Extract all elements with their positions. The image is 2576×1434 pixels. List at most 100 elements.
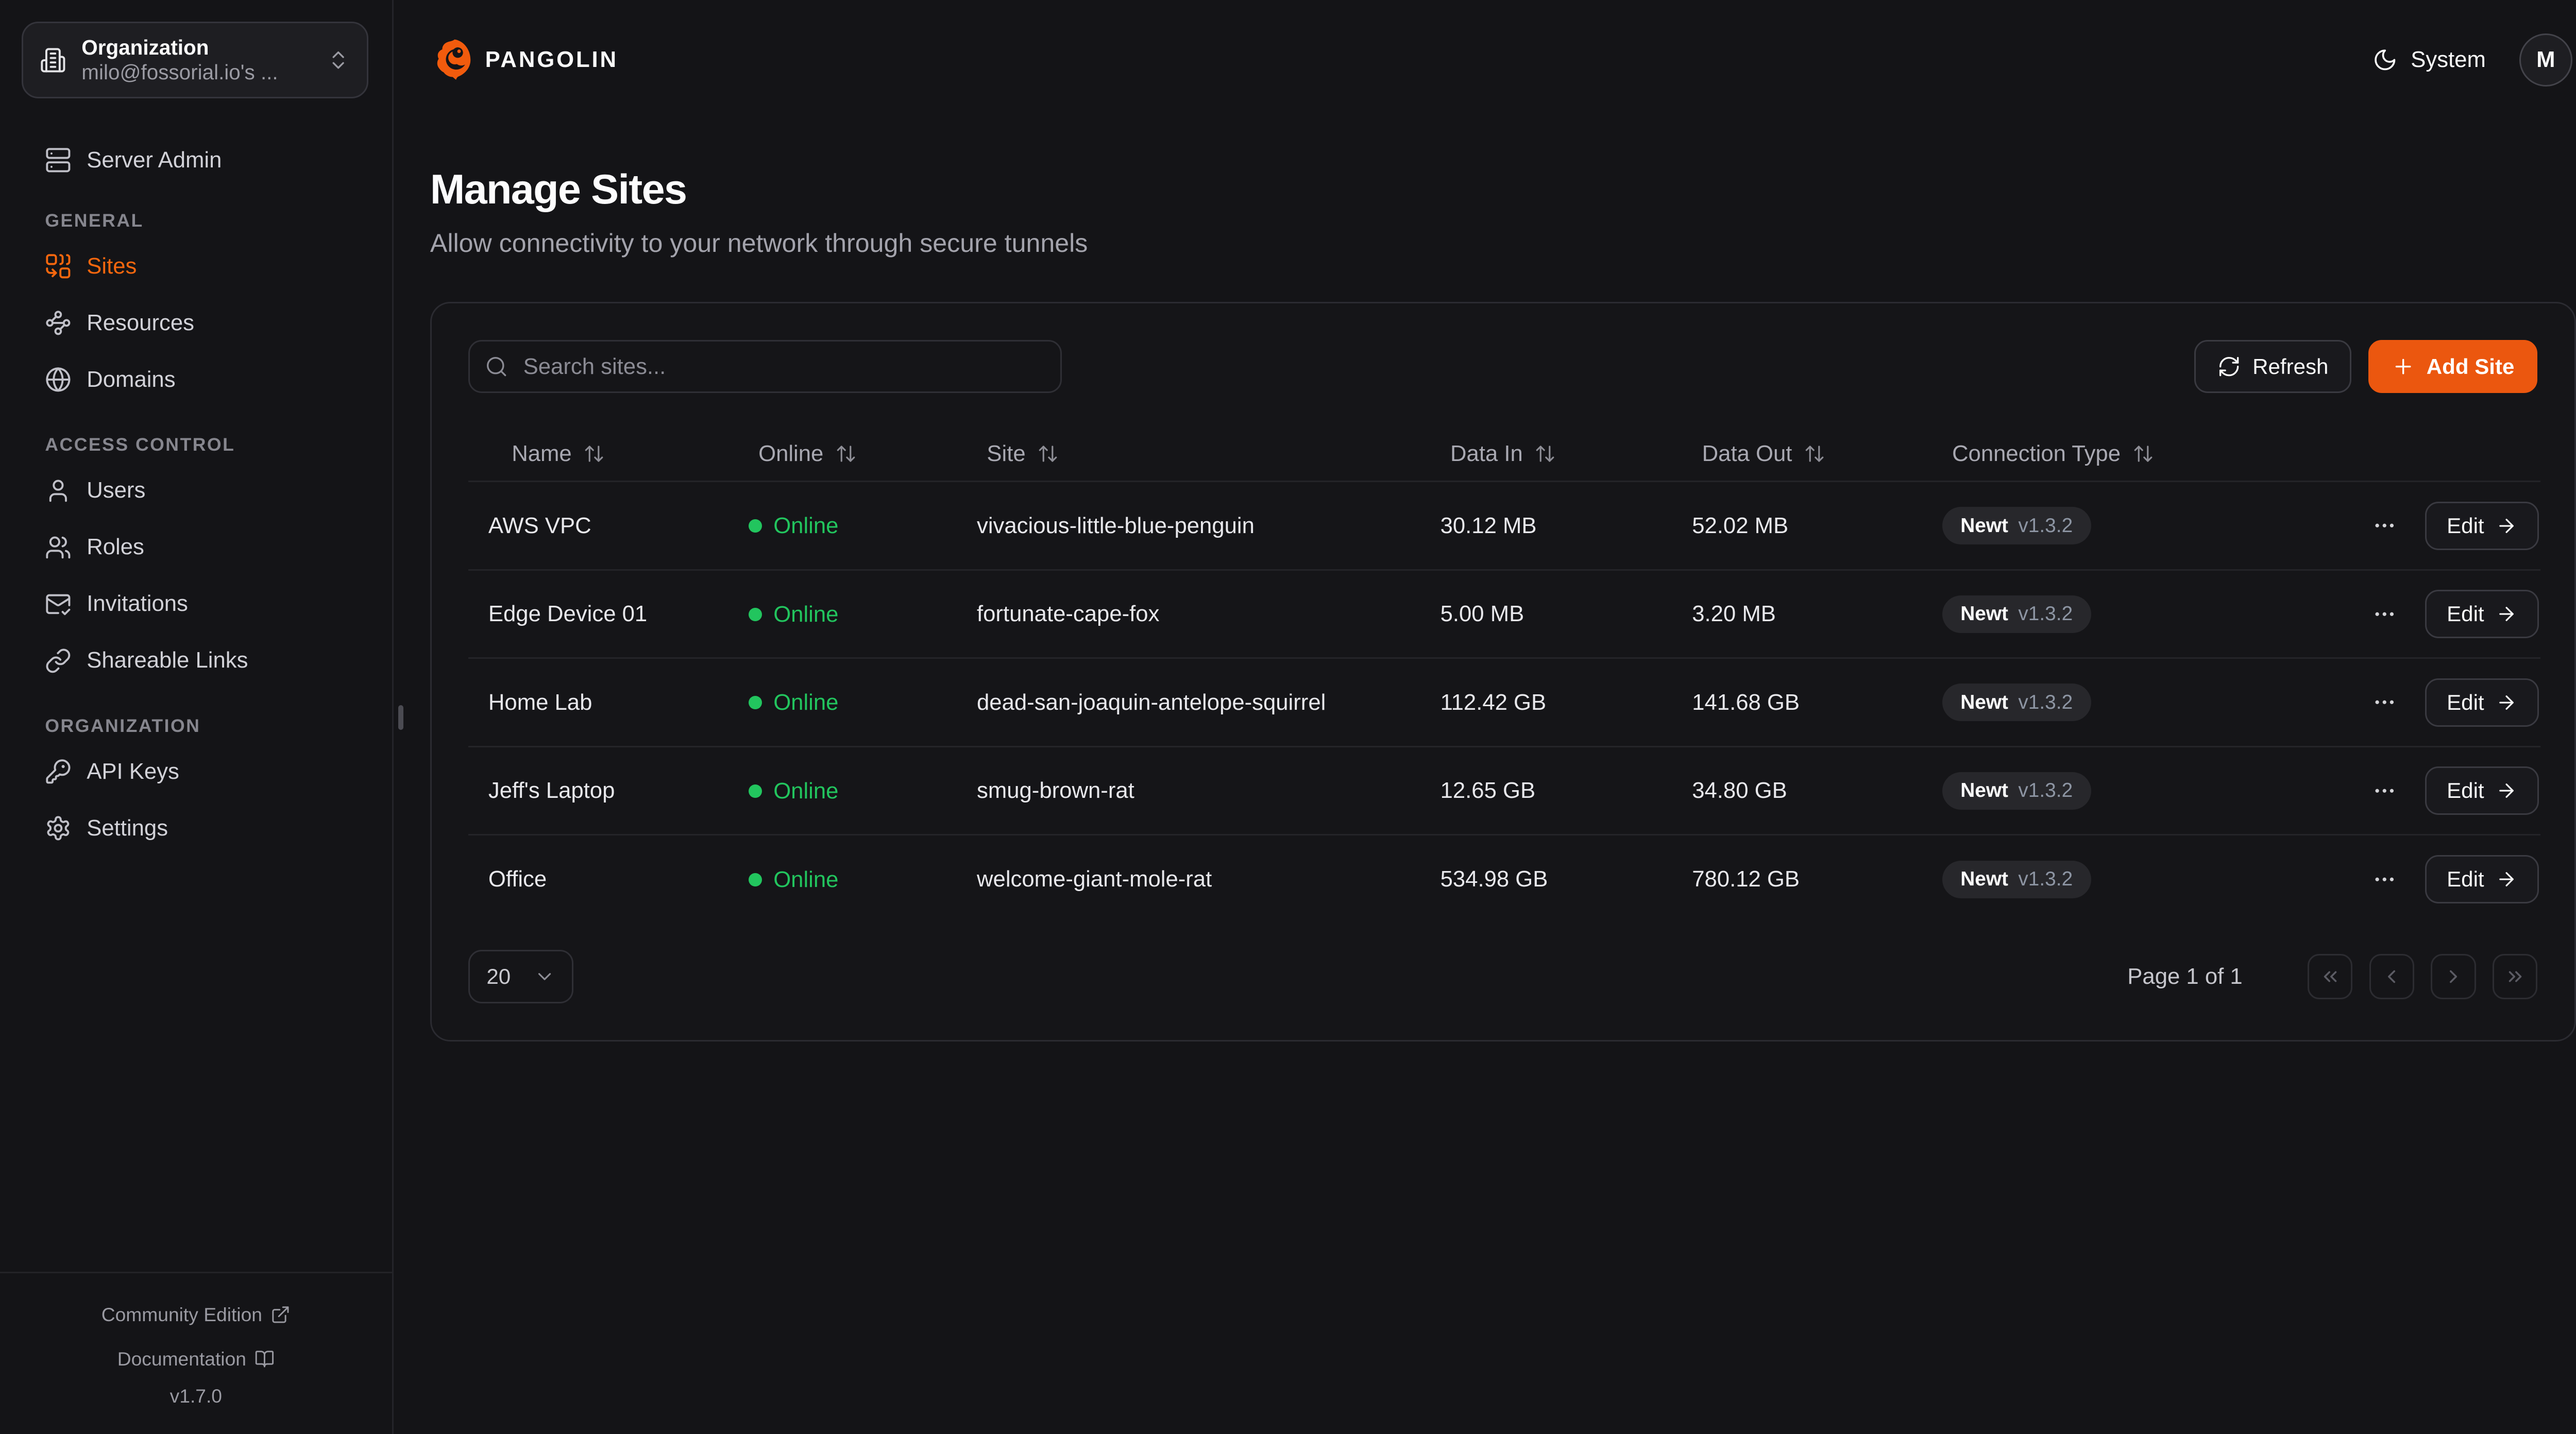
key-icon [45,758,72,785]
brand-name: PANGOLIN [485,47,618,73]
chevrons-left-icon [2319,966,2341,987]
section-label-organization: ORGANIZATION [45,715,201,737]
chevrons-up-down-icon [327,48,350,72]
connection-type-badge: Newt v1.3.2 [1942,684,2091,722]
ellipsis-icon [2372,690,2397,715]
topbar: PANGOLIN System M [394,0,2576,120]
search-icon [485,355,508,378]
data-out-cell: 3.20 MB [1672,570,1922,659]
row-menu-button[interactable] [2368,510,2400,541]
column-header-data-out[interactable]: Data Out [1672,426,1922,483]
site-name-cell: AWS VPC [468,481,728,571]
card-toolbar: Refresh Add Site [432,303,2574,426]
refresh-button[interactable]: Refresh [2194,339,2352,394]
arrow-right-icon [2496,603,2517,625]
online-dot [748,607,762,621]
column-header-online[interactable]: Online [728,426,957,483]
connection-type-badge: Newt v1.3.2 [1942,860,2091,898]
ellipsis-icon [2372,602,2397,627]
data-out-cell: 780.12 GB [1692,866,1800,892]
data-in-cell: 5.00 MB [1420,570,1672,659]
sidebar-item-roles[interactable]: Roles [22,522,370,572]
table-header-row: Name Online Site Data In Data Out Connec… [468,426,2541,483]
sidebar-item-label: Domains [87,366,176,392]
book-open-icon [255,1349,275,1369]
row-menu-button[interactable] [2368,687,2400,718]
status-badge: Online [748,867,838,893]
connection-type-badge: Newt v1.3.2 [1942,772,2091,810]
row-menu-button[interactable] [2368,864,2400,895]
ellipsis-icon [2372,778,2397,804]
site-name-cell: Jeff's Laptop [468,746,728,836]
sidebar-item-domains[interactable]: Domains [22,354,370,404]
theme-toggle-button[interactable]: System [2372,47,2486,73]
sidebar-nav: Server Admin GENERAL Sites Resources Dom… [0,98,392,853]
documentation-link[interactable]: Documentation [117,1348,275,1370]
row-menu-button[interactable] [2368,775,2400,806]
section-label-access-control: ACCESS CONTROL [45,434,235,455]
site-slug-cell: fortunate-cape-fox [957,570,1420,659]
edit-button[interactable]: Edit [2425,855,2539,904]
org-switcher-label: Organization [81,35,209,59]
globe-icon [45,366,72,393]
edit-button[interactable]: Edit [2425,766,2539,815]
edit-button[interactable]: Edit [2425,590,2539,639]
org-switcher[interactable]: Organization milo@fossorial.io's ... [22,22,369,98]
previous-page-button[interactable] [2369,954,2414,999]
site-slug-cell: welcome-giant-mole-rat [977,866,1212,892]
page-size-select[interactable]: 20 [468,950,573,1003]
column-header-site[interactable]: Site [957,426,1420,483]
sidebar-resize-handle[interactable] [398,705,404,730]
ellipsis-icon [2372,867,2397,892]
sidebar-item-server-admin[interactable]: Server Admin [22,140,370,180]
online-dot [748,696,762,710]
search-input[interactable] [468,339,1062,394]
edit-button[interactable]: Edit [2425,678,2539,727]
brand[interactable]: PANGOLIN [430,38,618,82]
row-menu-button[interactable] [2368,598,2400,629]
data-in-cell: 30.12 MB [1420,481,1672,571]
waypoints-icon [45,310,72,336]
add-site-button[interactable]: Add Site [2368,339,2538,394]
last-page-button[interactable] [2493,954,2538,999]
sidebar-item-label: API Keys [87,759,179,784]
section-label-general: GENERAL [45,210,144,231]
sidebar-item-label: Server Admin [87,147,222,173]
connection-type-badge: Newt v1.3.2 [1942,595,2091,633]
org-switcher-value: milo@fossorial.io's ... [81,60,278,84]
sidebar-item-shareable-links[interactable]: Shareable Links [22,636,370,686]
table-row: AWS VPC Online vivacious-little-blue-pen… [468,481,2541,571]
user-icon [45,477,72,504]
site-name-cell: Office [488,866,547,892]
link-icon [45,647,72,674]
community-edition-link[interactable]: Community Edition [101,1304,291,1326]
column-header-data-in[interactable]: Data In [1420,426,1672,483]
sidebar-item-label: Invitations [87,591,188,617]
server-icon [45,147,72,174]
sidebar-item-settings[interactable]: Settings [22,804,370,853]
sidebar-item-users[interactable]: Users [22,466,370,516]
data-in-cell: 112.42 GB [1420,658,1672,747]
sidebar-item-sites[interactable]: Sites [22,241,370,291]
column-header-connection-type[interactable]: Connection Type [1922,426,2328,483]
sidebar-item-resources[interactable]: Resources [22,298,370,348]
first-page-button[interactable] [2307,954,2353,999]
search-box [468,339,1062,394]
sidebar-item-api-keys[interactable]: API Keys [22,747,370,797]
avatar[interactable]: M [2519,33,2573,87]
users-icon [45,534,72,561]
chevron-down-icon [534,966,555,987]
data-out-cell: 52.02 MB [1672,481,1922,571]
sidebar: Organization milo@fossorial.io's ... Ser… [0,0,394,1434]
next-page-button[interactable] [2431,954,2476,999]
arrow-right-icon [2496,868,2517,890]
pangolin-logo-icon [430,38,475,82]
data-out-cell: 34.80 GB [1672,746,1922,836]
sort-icon [2132,443,2154,465]
sidebar-item-invitations[interactable]: Invitations [22,579,370,629]
chevron-right-icon [2443,966,2464,987]
site-slug-cell: smug-brown-rat [957,746,1420,836]
data-in-cell: 534.98 GB [1440,866,1548,892]
edit-button[interactable]: Edit [2425,501,2539,550]
column-header-name[interactable]: Name [468,426,728,483]
